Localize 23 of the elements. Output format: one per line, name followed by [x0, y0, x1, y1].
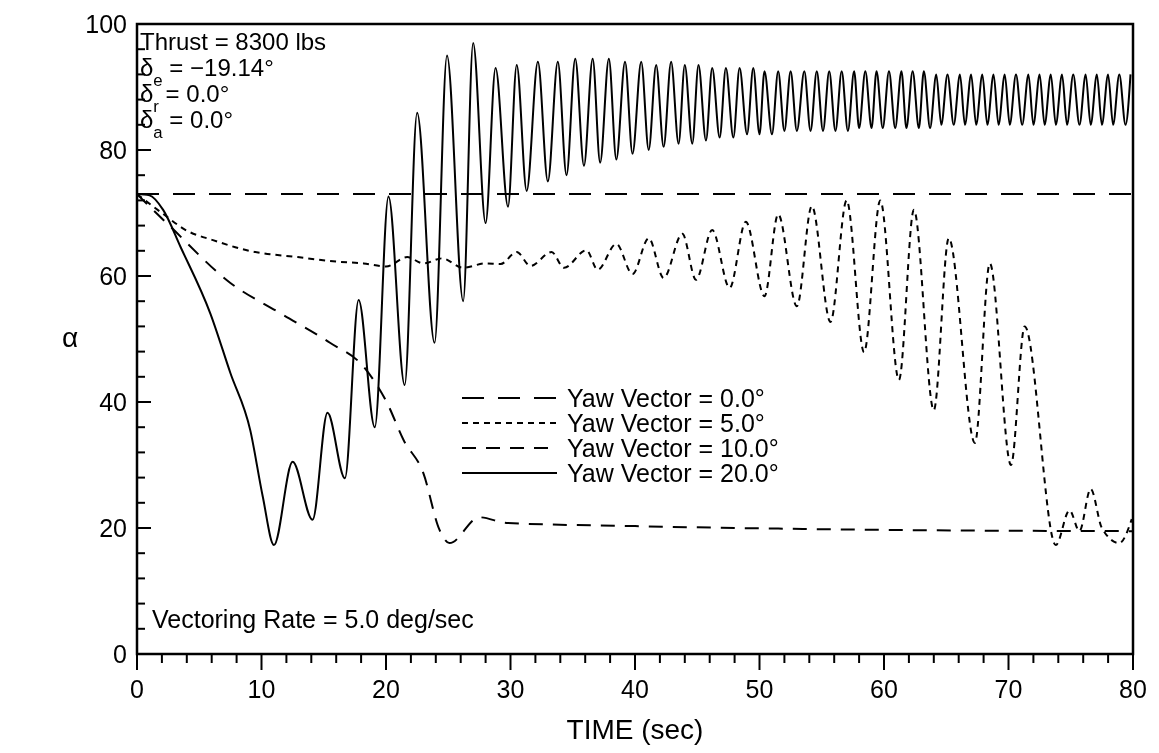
legend-label: Yaw Vector = 10.0°	[567, 434, 779, 462]
x-tick-label: 40	[621, 675, 649, 703]
x-tick-label: 20	[372, 675, 400, 703]
x-tick-label: 10	[247, 675, 276, 703]
legend-label: Yaw Vector = 0.0°	[567, 384, 765, 412]
x-tick-label: 50	[745, 675, 774, 703]
x-tick-label: 80	[1119, 675, 1147, 703]
x-tick-label: 60	[870, 675, 898, 703]
y-tick-label: 0	[113, 640, 127, 668]
x-tick-label: 70	[994, 675, 1023, 703]
y-tick-label: 80	[99, 136, 127, 164]
legend-label: Yaw Vector = 20.0°	[567, 459, 779, 487]
y-tick-label: 20	[99, 514, 127, 542]
y-tick-label: 60	[99, 262, 127, 290]
annotation: Vectoring Rate = 5.0 deg/sec	[152, 605, 474, 633]
legend-label: Yaw Vector = 5.0°	[567, 409, 765, 437]
annotation: Thrust = 8300 lbs	[140, 28, 327, 55]
y-axis-title: α	[61, 322, 79, 353]
x-tick-label: 0	[130, 675, 144, 703]
x-tick-label: 30	[496, 675, 525, 703]
x-axis-title: TIME (sec)	[566, 714, 704, 745]
y-tick-label: 40	[99, 388, 127, 416]
y-tick-label: 100	[85, 10, 127, 38]
